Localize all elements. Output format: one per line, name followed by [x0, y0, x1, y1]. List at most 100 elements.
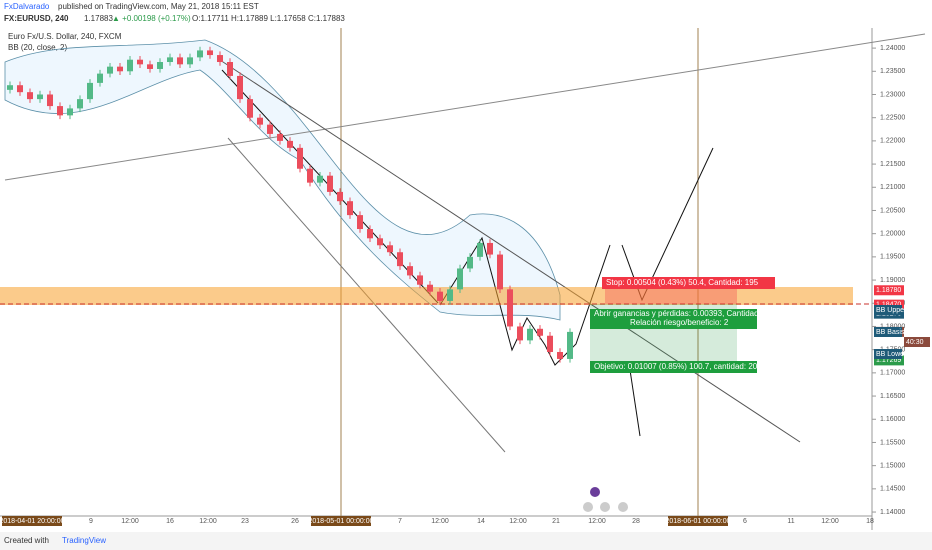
x-tick-label: 6 — [743, 518, 747, 525]
stop-box — [602, 277, 775, 289]
candle-body — [307, 168, 313, 183]
candle-body — [57, 106, 63, 116]
candle-body — [297, 147, 303, 169]
y-tick-label: 1.20000 — [880, 231, 905, 238]
candle-body — [377, 238, 383, 246]
candle-body — [167, 57, 173, 63]
x-tick-label: 12:00 — [431, 518, 449, 525]
pnl-box — [590, 309, 757, 329]
countdown: 40:30 — [906, 339, 924, 346]
x-tick-label: 12:00 — [821, 518, 839, 525]
stop-text: Stop: 0.00504 (0.43%) 50.4, Cantidad: 19… — [606, 278, 759, 287]
x-tick-label: 26 — [291, 518, 299, 525]
price-tag — [874, 355, 904, 366]
candle-body — [537, 328, 543, 336]
band-tag-label: BB Lower — [876, 351, 907, 358]
candle-body — [457, 268, 463, 290]
candle-body — [567, 331, 573, 359]
x-tick-label: 12:00 — [199, 518, 217, 525]
candle-body — [417, 275, 423, 285]
candle-body — [217, 55, 223, 63]
legend: BB (20, close, 2) — [8, 43, 67, 52]
y-tick-label: 1.17000 — [880, 370, 905, 377]
countdown-box — [904, 337, 930, 347]
candle-body — [557, 351, 563, 359]
y-tick-label: 1.19500 — [880, 254, 905, 261]
candle-body — [97, 73, 103, 83]
y-tick-label: 1.20500 — [880, 207, 905, 214]
published: published on TradingView.com, May 21, 20… — [58, 2, 259, 11]
price-tag — [874, 285, 904, 296]
candle-body — [487, 242, 493, 255]
candle-body — [287, 140, 293, 148]
band-tag — [874, 327, 902, 337]
candle-body — [27, 92, 33, 100]
y-tick-label: 1.15500 — [880, 439, 905, 446]
candle-body — [227, 62, 233, 76]
y-tick-label: 1.19000 — [880, 277, 905, 284]
y-tick-label: 1.16500 — [880, 393, 905, 400]
price-tag — [874, 299, 904, 310]
x-label-box — [668, 516, 728, 526]
candle-body — [147, 64, 153, 69]
candle-body — [37, 94, 43, 100]
x-tick-label: 2018-06-01 00:00:00 — [666, 518, 731, 525]
y-tick-label: 1.15000 — [880, 462, 905, 469]
band-tag — [874, 349, 902, 359]
price-tag-label: 1.17269 — [876, 357, 901, 364]
candle-body — [267, 124, 273, 134]
publisher: FxDalvarado — [4, 2, 50, 11]
x-tick-label: 9 — [89, 518, 93, 525]
candle-body — [547, 335, 553, 352]
x-tick-label: 2018-04-01 20:00:00 — [0, 518, 65, 525]
price-tag-label: 1.18780 — [876, 287, 901, 294]
legend: Euro Fx/U.S. Dollar, 240, FXCM — [8, 32, 122, 41]
target-text: Objetivo: 0.01007 (0.85%) 100.7, cantida… — [594, 362, 773, 371]
y-tick-label: 1.23000 — [880, 91, 905, 98]
candle-body — [437, 291, 443, 301]
candle-body — [87, 82, 93, 100]
candle-body — [467, 256, 473, 269]
y-tick-label: 1.21000 — [880, 184, 905, 191]
change: ▲ +0.00198 (+0.17%) — [112, 14, 191, 23]
candle-body — [367, 229, 373, 239]
candle-body — [247, 99, 253, 118]
y-tick-label: 1.22000 — [880, 138, 905, 145]
candle-body — [357, 215, 363, 230]
x-tick-label: 11 — [787, 518, 794, 525]
footer — [0, 532, 932, 550]
x-tick-label: 12:00 — [588, 518, 606, 525]
band-tag — [874, 305, 902, 315]
candle-body — [527, 328, 533, 341]
candle-body — [47, 94, 53, 107]
band-tag-label: BB Upper — [876, 307, 907, 314]
candle-body — [7, 85, 13, 90]
x-tick-label: 16 — [166, 518, 174, 525]
footer-text: Created with — [4, 536, 49, 545]
candle-body — [317, 175, 323, 183]
band-tag-label: BB Basis — [876, 329, 905, 336]
x-tick-label: 23 — [241, 518, 249, 525]
x-label-box — [311, 516, 371, 526]
y-tick-label: 1.22500 — [880, 115, 905, 122]
candle-body — [337, 191, 343, 202]
trend-line — [4, 33, 926, 181]
y-tick-label: 1.16000 — [880, 416, 905, 423]
candle-body — [507, 289, 513, 327]
candle-body — [107, 66, 113, 74]
candle-body — [347, 201, 353, 216]
stop-zone — [605, 287, 737, 304]
x-tick-label: 28 — [632, 518, 640, 525]
x-tick-label: 12:00 — [509, 518, 527, 525]
candle-body — [427, 284, 433, 292]
zone — [0, 287, 853, 305]
pnl-text: Abrir ganancias y pérdidas: 0.00393, Can… — [594, 309, 777, 318]
footer-brand: TradingView — [62, 536, 106, 545]
ohlc: O:1.17711 H:1.17889 L:1.17658 C:1.17883 — [192, 14, 345, 23]
trend-line — [219, 59, 801, 443]
y-tick-label: 1.23500 — [880, 68, 905, 75]
candle-body — [117, 66, 123, 72]
candle-body — [137, 59, 143, 65]
